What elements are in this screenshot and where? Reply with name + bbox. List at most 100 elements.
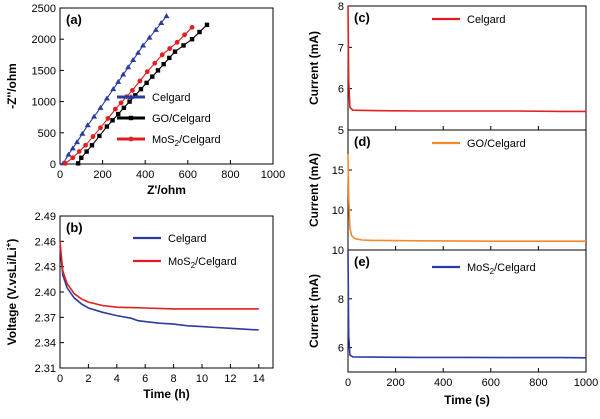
x-axis-label: Time (h) [143, 387, 189, 401]
data-point [138, 86, 144, 92]
legend-label: GO/Celgard [467, 138, 526, 150]
y-tick-label: 7 [338, 42, 344, 54]
chart-panel-b: 2.31 2.34 2.37 2.40 2.43 2.46 2.49 0 2 4 6 8 10 12 14 (… [4, 211, 274, 401]
legend-label-sub: 2 [191, 261, 196, 270]
y-tick-label: 2.37 [35, 312, 56, 324]
legend-label: Celgard [467, 14, 506, 26]
legend-label: MoS2/Celgard [152, 134, 221, 148]
series-0 [59, 245, 259, 331]
data-point [137, 78, 143, 84]
data-point [133, 93, 138, 98]
y-tick-label: 1500 [32, 65, 56, 77]
x-tick-label: 200 [93, 169, 111, 181]
y-tick-label: 6 [338, 343, 344, 355]
y-axis-label: -Z''/ohm [5, 63, 19, 109]
data-point [146, 34, 153, 40]
legend-entry: MoS2/Celgard [117, 134, 221, 148]
data-point [89, 143, 95, 148]
data-point [167, 46, 173, 51]
data-point [159, 52, 165, 58]
y-tick-label: 1000 [32, 97, 56, 109]
data-point [189, 24, 195, 30]
chart-panel-e: 6 8 10 0 200 400 600 800 1000 (e) Time (s) Current … [307, 245, 598, 407]
x-tick-label: 0 [345, 377, 351, 389]
panel-label: (b) [66, 220, 83, 235]
series-line [347, 5, 586, 113]
data-point [172, 49, 178, 54]
panel-label: (d) [354, 134, 371, 149]
legend-label-rest: /Celgard [494, 262, 536, 274]
y-tick-label: 0 [50, 159, 56, 171]
panel-label: (c) [354, 10, 370, 25]
y-tick-label: 8 [338, 294, 344, 306]
y-axis-label: Voltage (V.vsLi/Li+) [4, 239, 19, 346]
axes-frame [59, 7, 274, 165]
chart-panel-d: 10 15 (d) Current (mA) GO/Celgard [307, 129, 587, 251]
y-tick-label: 10 [332, 245, 344, 257]
data-point [144, 80, 149, 86]
data-point [110, 118, 115, 123]
x-tick-label: 6 [142, 373, 148, 385]
y-tick-label: 15 [332, 165, 344, 177]
x-tick-label: 1000 [261, 169, 285, 181]
data-point [116, 111, 121, 117]
legend-label-main: MoS [467, 262, 490, 274]
x-tick-label: 800 [529, 377, 547, 389]
x-tick-label: 200 [386, 377, 404, 389]
legend-entry: Celgard [432, 14, 506, 26]
y-axis-label-sup: + [4, 242, 13, 247]
data-point [197, 29, 202, 35]
series-0 [347, 153, 586, 242]
legend-label: MoS2/Celgard [467, 262, 536, 276]
data-point [158, 19, 165, 25]
series-0 [60, 13, 170, 166]
y-tick-label: 2500 [32, 3, 56, 15]
data-point [174, 39, 180, 45]
data-point [112, 106, 118, 112]
x-tick-label: 2 [85, 373, 91, 385]
y-tick-label: 2.49 [35, 211, 56, 223]
data-point [90, 134, 96, 139]
data-point [152, 26, 159, 32]
series-line [59, 241, 259, 310]
data-point [83, 142, 88, 148]
data-point [75, 161, 81, 166]
y-tick-label: 2.40 [35, 287, 56, 299]
data-point [120, 71, 127, 77]
data-point [62, 160, 68, 166]
chart-panel-a: 0 500 1000 1500 2000 2500 0 200 400 600 800 1000 (a)… [5, 3, 285, 197]
y-tick-label: 500 [38, 128, 56, 140]
x-tick-label: 0 [57, 373, 63, 385]
data-point [79, 155, 84, 160]
data-point [130, 57, 137, 62]
data-point [155, 68, 161, 73]
x-axis-label: Z'/ohm [147, 183, 186, 197]
data-point [135, 49, 142, 55]
series-line [347, 153, 586, 242]
legend-entry: Celgard [117, 92, 191, 104]
data-point [98, 125, 103, 131]
data-point [104, 124, 110, 129]
data-point [189, 37, 195, 42]
data-point [91, 113, 98, 119]
y-tick-label: 2.34 [35, 338, 56, 350]
panel-label: (e) [354, 254, 370, 269]
x-tick-label: 10 [196, 373, 208, 385]
data-point [105, 116, 111, 121]
data-point [97, 104, 104, 110]
data-point [121, 105, 127, 111]
data-point [70, 155, 76, 161]
data-point [150, 74, 155, 79]
axes-frame [59, 215, 274, 369]
y-tick-label: 2.31 [35, 363, 56, 375]
legend-label-sub: 2 [175, 139, 180, 148]
data-point [103, 95, 110, 101]
x-tick-label: 600 [482, 377, 500, 389]
data-point [118, 100, 124, 106]
panel-label: (a) [66, 12, 82, 27]
data-point [76, 149, 82, 154]
data-point [65, 151, 72, 157]
legend-label: GO/Celgard [152, 113, 211, 125]
data-point [152, 60, 158, 66]
data-point [127, 99, 132, 104]
